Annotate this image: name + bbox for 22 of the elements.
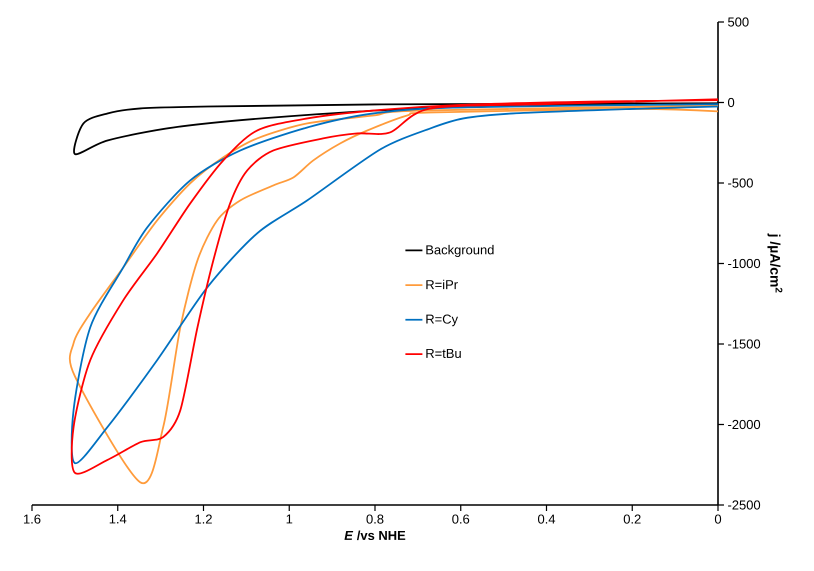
y-tick-label: 0 [728,98,734,108]
y-tick-label: -2500 [728,500,760,510]
legend-label: Background [426,244,494,257]
x-tick-label: 0.6 [452,514,470,524]
x-tick-label: 1.6 [24,514,40,524]
y-tick-label: -1500 [728,339,760,349]
y-tick-label: -2000 [728,420,760,430]
y-tick-label: -500 [728,178,753,188]
x-tick-label: 1.2 [195,514,212,524]
legend-label: R=iPr [426,280,458,290]
x-tick-label: 1.4 [110,514,126,524]
x-tick-label: 1 [286,514,292,524]
x-tick-label: 0.4 [538,514,556,524]
x-tick-label: 0 [714,514,722,524]
y-tick-label: -1000 [728,258,760,268]
legend-label: R=tBu [426,348,461,358]
x-tick-label: 0.2 [624,514,641,524]
legend-label: R=Cy [426,314,458,326]
y-axis-title: j /µA/cm$^{2}$ [767,233,782,292]
y-tick-label: 500 [728,17,749,27]
x-tick-label: 0.8 [366,514,384,524]
x-axis-title: E /vs NHE [344,530,406,540]
